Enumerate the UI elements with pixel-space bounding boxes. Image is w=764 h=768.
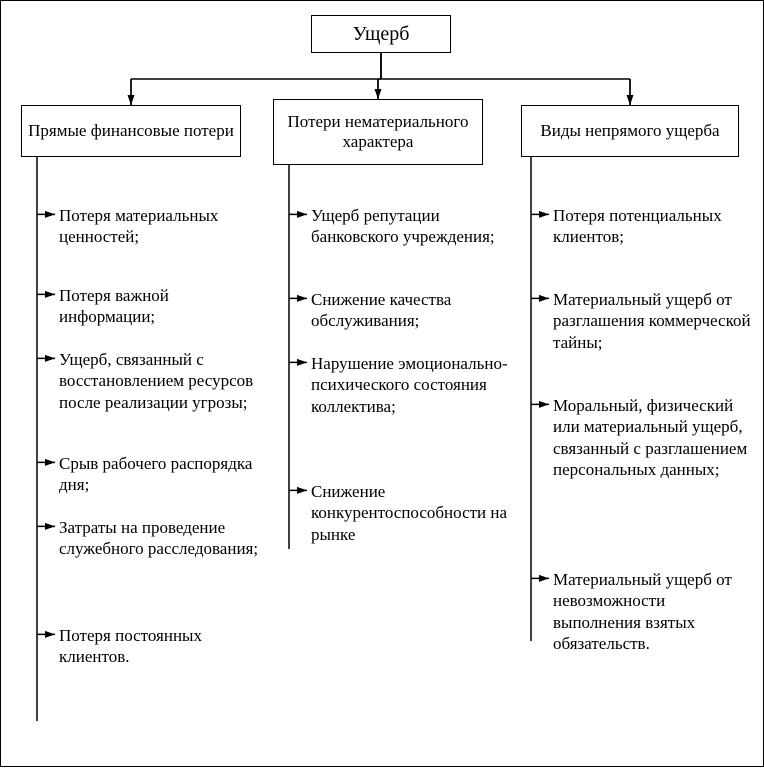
list-item: Снижение качества обслуживания; (311, 289, 511, 332)
list-item-text: Потеря постоянных клиентов. (59, 626, 202, 666)
list-item-text: Срыв рабочего распорядка дня; (59, 454, 252, 494)
list-item: Потеря потенциальных клиентов; (553, 205, 753, 248)
branch-header-direct: Прямые финансовые потери (21, 105, 241, 157)
list-item-text: Снижение конкурентоспособности на рынке (311, 482, 507, 544)
branch-header-label: Прямые финансовые потери (28, 121, 234, 141)
list-item-text: Снижение качества обслуживания; (311, 290, 451, 330)
list-item-text: Материальный ущерб от разглашения коммер… (553, 290, 751, 352)
list-item: Материальный ущерб от невозможности выпо… (553, 569, 753, 654)
list-item-text: Материальный ущерб от невозможности выпо… (553, 570, 732, 653)
list-item: Материальный ущерб от разглашения коммер… (553, 289, 753, 353)
list-item-text: Потеря материальных ценностей; (59, 206, 218, 246)
list-item: Нарушение эмоционально-психического сост… (311, 353, 511, 417)
list-item-text: Моральный, физический или материальный у… (553, 396, 747, 479)
list-item: Срыв рабочего распорядка дня; (59, 453, 259, 496)
list-item: Затраты на проведение служебного расслед… (59, 517, 259, 560)
list-item: Потеря материальных ценностей; (59, 205, 259, 248)
branch-header-label: Виды непрямого ущерба (540, 121, 719, 141)
list-item-text: Потеря важной информации; (59, 286, 169, 326)
branch-header-intangible: Потери нематериального характера (273, 99, 483, 165)
branch-header-label: Потери нематериального характера (280, 112, 476, 153)
list-item-text: Ущерб репутации банковского учреждения; (311, 206, 495, 246)
list-item: Ущерб, связанный с восстановлением ресур… (59, 349, 259, 413)
list-item-text: Ущерб, связанный с восстановлением ресур… (59, 350, 253, 412)
list-item: Ущерб репутации банковского учреждения; (311, 205, 511, 248)
root-box: Ущерб (311, 15, 451, 53)
list-item-text: Нарушение эмоционально-психического сост… (311, 354, 508, 416)
root-label: Ущерб (353, 22, 410, 46)
list-item: Снижение конкурентоспособности на рынке (311, 481, 511, 545)
list-item: Моральный, физический или материальный у… (553, 395, 753, 480)
diagram-canvas: Ущерб Прямые финансовые потери Потери не… (0, 0, 764, 767)
list-item-text: Потеря потенциальных клиентов; (553, 206, 722, 246)
branch-header-indirect: Виды непрямого ущерба (521, 105, 739, 157)
list-item: Потеря важной информации; (59, 285, 259, 328)
list-item-text: Затраты на проведение служебного расслед… (59, 518, 258, 558)
list-item: Потеря постоянных клиентов. (59, 625, 259, 668)
